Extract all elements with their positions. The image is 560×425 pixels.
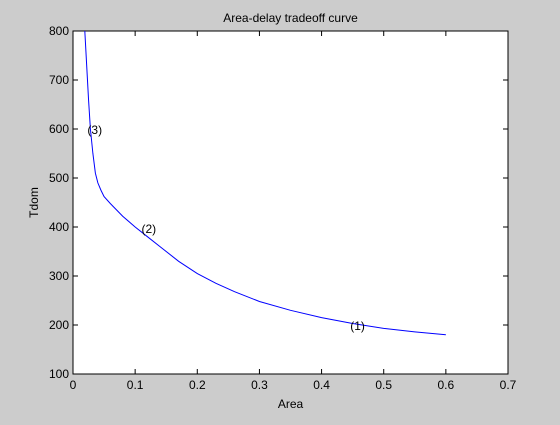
y-tick-label: 800: [49, 24, 69, 38]
y-tick-label: 200: [49, 318, 69, 332]
x-tick-label: 0: [70, 378, 77, 392]
x-tick-label: 0.5: [375, 378, 392, 392]
x-tick-label: 0.4: [313, 378, 330, 392]
series-group: [84, 30, 446, 336]
y-tick-label: 100: [49, 367, 69, 381]
x-axis-label: Area: [278, 397, 304, 411]
x-tick-label: 0.2: [189, 378, 206, 392]
y-tick-label: 700: [49, 73, 69, 87]
plot-area: [72, 30, 509, 375]
x-tick-label: 0.3: [251, 378, 268, 392]
y-tick-label: 400: [49, 220, 69, 234]
curve-annotation: (1): [350, 319, 365, 333]
x-tick-label: 0.6: [438, 378, 455, 392]
chart-title: Area-delay tradeoff curve: [223, 11, 358, 25]
y-axis-label: Tdom: [27, 187, 41, 218]
y-tick-label: 500: [49, 171, 69, 185]
x-tick-label: 0.1: [127, 378, 144, 392]
x-tick-label: 0.7: [500, 378, 517, 392]
series-line: [84, 30, 446, 336]
ticks: 0 0.1 0.2 0.3 0.4 0.5 0.6 0.7 100 200 300 400 500 600…: [49, 24, 517, 392]
curve-annotation: (2): [141, 222, 156, 236]
y-tick-label: 600: [49, 122, 69, 136]
y-tick-label: 300: [49, 269, 69, 283]
curve-annotation: (3): [87, 123, 102, 137]
annotations-group: (3) (2) (1): [87, 123, 365, 333]
